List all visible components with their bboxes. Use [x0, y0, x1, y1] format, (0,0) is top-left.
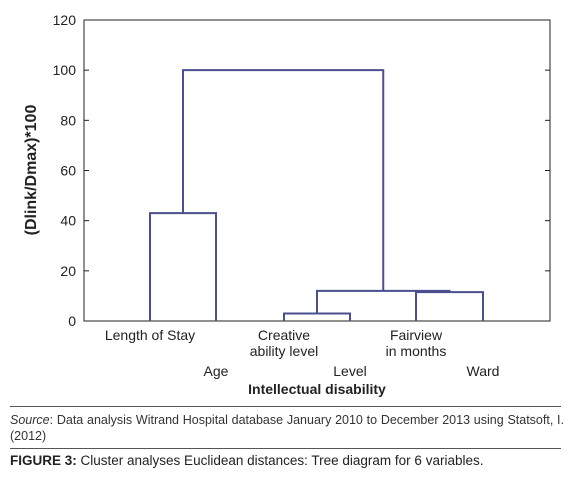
y-tick-label: 20: [60, 263, 76, 279]
source-note: Source: Data analysis Witrand Hospital d…: [10, 412, 564, 444]
leaf-label-ward: Ward: [467, 363, 500, 379]
dendrogram-link-1: [415, 291, 484, 321]
y-tick-label: 40: [60, 213, 76, 229]
dendrogram-link-4: [182, 69, 385, 291]
dendrogram-link-0: [283, 312, 351, 321]
dendrogram-chart: 0 20 40 60 80 100 120 (Dlink/Dmax)*100 Length …: [23, 12, 551, 397]
leaf-label-level: Level: [333, 363, 366, 379]
caption-divider: [10, 406, 561, 407]
y-axis-label: (Dlink/Dmax)*100: [23, 105, 40, 236]
y-tick-label: 0: [68, 313, 76, 329]
dendrogram-links: [149, 69, 484, 321]
caption-prefix: FIGURE 3:: [10, 453, 77, 468]
source-prefix: Source: [10, 413, 50, 427]
leaf-label-intellectual-disability: Intellectual disability: [248, 381, 386, 397]
y-tick-label: 120: [53, 12, 77, 28]
leaf-label-length-of-stay: Length of Stay: [105, 327, 195, 343]
figure-caption: FIGURE 3: Cluster analyses Euclidean dis…: [10, 453, 483, 468]
y-tick-label: 100: [53, 62, 77, 78]
leaf-label-creative-line2: ability level: [250, 343, 318, 359]
caption-text: Cluster analyses Euclidean distances: Tr…: [76, 453, 484, 468]
y-axis-ticks: 0 20 40 60 80 100 120: [53, 12, 550, 329]
caption-divider-2: [10, 448, 561, 449]
source-text: : Data analysis Witrand Hospital databas…: [10, 413, 564, 443]
y-tick-label: 80: [60, 112, 76, 128]
leaf-label-fairview-line1: Fairview: [390, 327, 443, 343]
dendrogram-link-2: [316, 289, 451, 314]
dendrogram-link-3: [149, 212, 217, 321]
plot-frame: [83, 19, 551, 322]
leaf-label-age: Age: [204, 363, 229, 379]
leaf-label-fairview-line2: in months: [386, 343, 447, 359]
leaf-label-creative-line1: Creative: [258, 327, 310, 343]
y-tick-label: 60: [60, 163, 76, 179]
